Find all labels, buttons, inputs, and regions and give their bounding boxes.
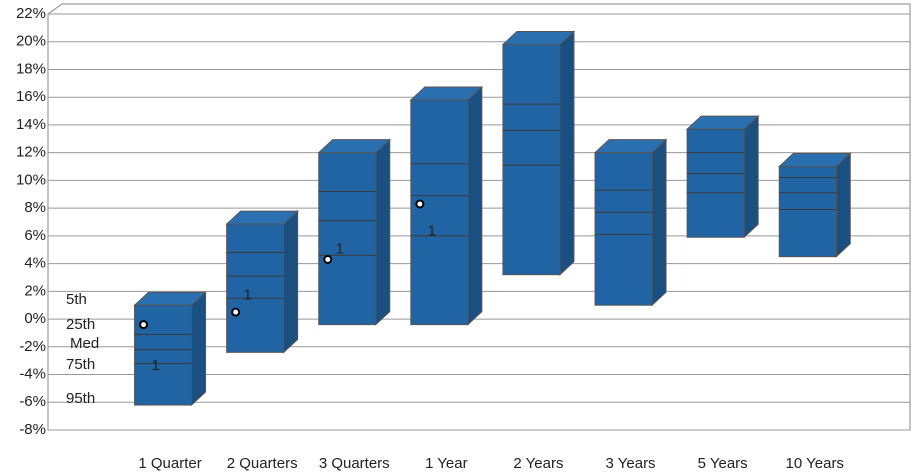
bar [318,152,377,326]
x-tick-label: 1 Year [425,455,468,472]
bar-side [283,209,299,354]
bar [226,223,285,353]
bar-side [743,114,759,239]
y-tick-label: -8% [19,421,46,438]
y-tick-label: 6% [24,227,46,244]
bar-side [835,152,851,258]
bar-side [191,291,207,407]
plot-frame [47,3,911,431]
y-tick-label: 14% [16,116,46,133]
x-tick-label: 1 Quarter [138,455,201,472]
benchmark-marker: 1 [428,223,436,240]
y-tick-label: 4% [24,255,46,272]
x-tick-label: 3 Quarters [319,455,390,472]
x-tick-label: 2 Years [513,455,563,472]
y-tick-label: 18% [16,60,46,77]
benchmark-marker: 1 [336,241,344,258]
benchmark-marker: 1 [243,286,251,303]
y-tick-label: -2% [19,338,46,355]
benchmark-marker: 1 [151,357,159,374]
y-tick-label: 10% [16,171,46,188]
x-tick-label: 5 Years [698,455,748,472]
bar-side [651,138,667,307]
portfolio-marker [323,254,333,264]
bar-side [559,30,575,276]
portfolio-marker [415,199,425,209]
x-tick-label: 10 Years [786,455,844,472]
legend-label: 95th [66,390,95,407]
y-tick-label: -6% [19,393,46,410]
y-tick-label: 12% [16,144,46,161]
portfolio-marker [231,307,241,317]
y-tick-label: 22% [16,5,46,22]
bar-side [467,85,483,326]
bar [594,152,653,306]
x-tick-label: 2 Quarters [227,455,298,472]
y-tick-label: 8% [24,199,46,216]
bar [686,128,745,238]
y-tick-label: -4% [19,366,46,383]
portfolio-marker [139,320,149,330]
legend-label: 75th [66,356,95,373]
bar [778,166,837,258]
bar [410,99,469,326]
legend-label: 25th [66,316,95,333]
legend-label: Med [70,335,99,352]
y-tick-label: 16% [16,88,46,105]
legend-label: 5th [66,291,87,308]
bar-side [375,138,391,326]
bar [502,44,561,276]
x-tick-label: 3 Years [606,455,656,472]
y-tick-label: 0% [24,310,46,327]
y-tick-label: 20% [16,33,46,50]
y-tick-label: 2% [24,282,46,299]
